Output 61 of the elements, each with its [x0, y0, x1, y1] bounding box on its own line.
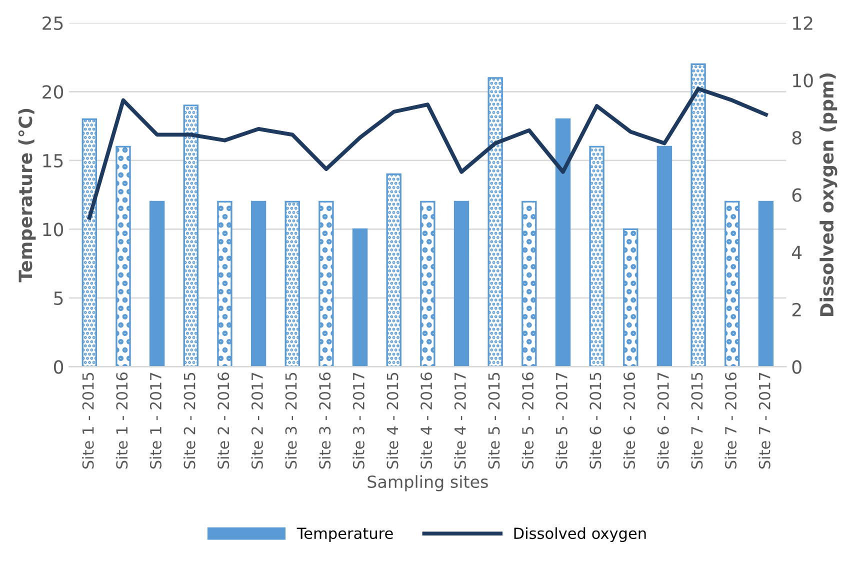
y-tick-label: 20 [42, 85, 64, 99]
bar [724, 200, 740, 367]
bar [758, 200, 774, 367]
x-tick-label: Site 7 - 2016 [724, 372, 737, 469]
bar [352, 228, 368, 367]
bar [183, 104, 198, 367]
x-tick-label: Site 4 - 2017 [454, 372, 466, 469]
bar [420, 200, 436, 367]
y2-tick-label: 12 [793, 16, 812, 30]
x-tick-label: Site 7 - 2017 [758, 372, 770, 469]
x-tick-label: Site 6 - 2015 [589, 372, 602, 469]
y-tick-label: 25 [42, 16, 63, 30]
bar [82, 118, 98, 367]
bar [116, 146, 131, 367]
bar [386, 173, 402, 367]
x-tick-label: Site 4 - 2015 [386, 372, 398, 469]
bar [656, 146, 672, 367]
x-tick-label: Site 2 - 2017 [251, 372, 263, 469]
x-tick-label: Site 5 - 2016 [522, 372, 534, 469]
y-tick-label: 5 [54, 292, 63, 306]
x-tick-label: Site 3 - 2016 [318, 372, 331, 469]
y2-tick-label: 2 [792, 302, 801, 316]
y-tick-label: 0 [54, 360, 64, 374]
legend-label: Dissolved oxygen [514, 527, 646, 542]
bar [284, 200, 300, 367]
x-tick-label: Site 2 - 2016 [217, 372, 230, 469]
y-axis-title: Temperature (°C) [18, 108, 36, 282]
x-tick-label: Site 6 - 2016 [623, 372, 636, 469]
bar [555, 118, 571, 367]
x-tick-label: Site 6 - 2017 [657, 372, 669, 469]
x-tick-label: Site 5 - 2015 [488, 372, 500, 469]
x-tick-label: Site 3 - 2015 [284, 372, 297, 469]
x-tick-label: Site 1 - 2015 [82, 372, 94, 469]
bar [623, 228, 638, 367]
bar [589, 146, 604, 367]
x-tick-label: Site 5 - 2017 [556, 372, 568, 469]
y2-tick-label: 0 [792, 360, 802, 374]
y2-tick-label: 8 [792, 130, 802, 145]
y-tick-label: 10 [43, 222, 64, 236]
x-tick-label: Site 3 - 2017 [352, 372, 364, 469]
x-tick-label: Site 7 - 2015 [690, 372, 703, 469]
y-tick-label: 15 [43, 154, 63, 168]
y2-tick-label: 6 [792, 188, 802, 202]
x-tick-label: Site 4 - 2016 [420, 372, 432, 469]
bar [690, 63, 706, 367]
x-tick-label: Site 1 - 2016 [116, 372, 128, 469]
legend-label: Temperature [296, 528, 393, 542]
bar [318, 200, 334, 367]
bar [488, 77, 503, 367]
bar [250, 200, 266, 367]
bar [217, 200, 232, 367]
x-tick-label: Site 1 - 2017 [150, 372, 162, 469]
x-axis-title: Sampling sites [368, 475, 488, 492]
bar [149, 200, 165, 367]
bar [522, 200, 537, 367]
y2-tick-label: 10 [793, 74, 813, 88]
bar [454, 200, 470, 367]
x-tick-label: Site 2 - 2015 [184, 372, 196, 469]
y2-tick-label: 4 [792, 246, 802, 259]
line-series [87, 86, 768, 220]
y2-axis-title: Dissolved oxygen (ppm) [820, 73, 838, 316]
